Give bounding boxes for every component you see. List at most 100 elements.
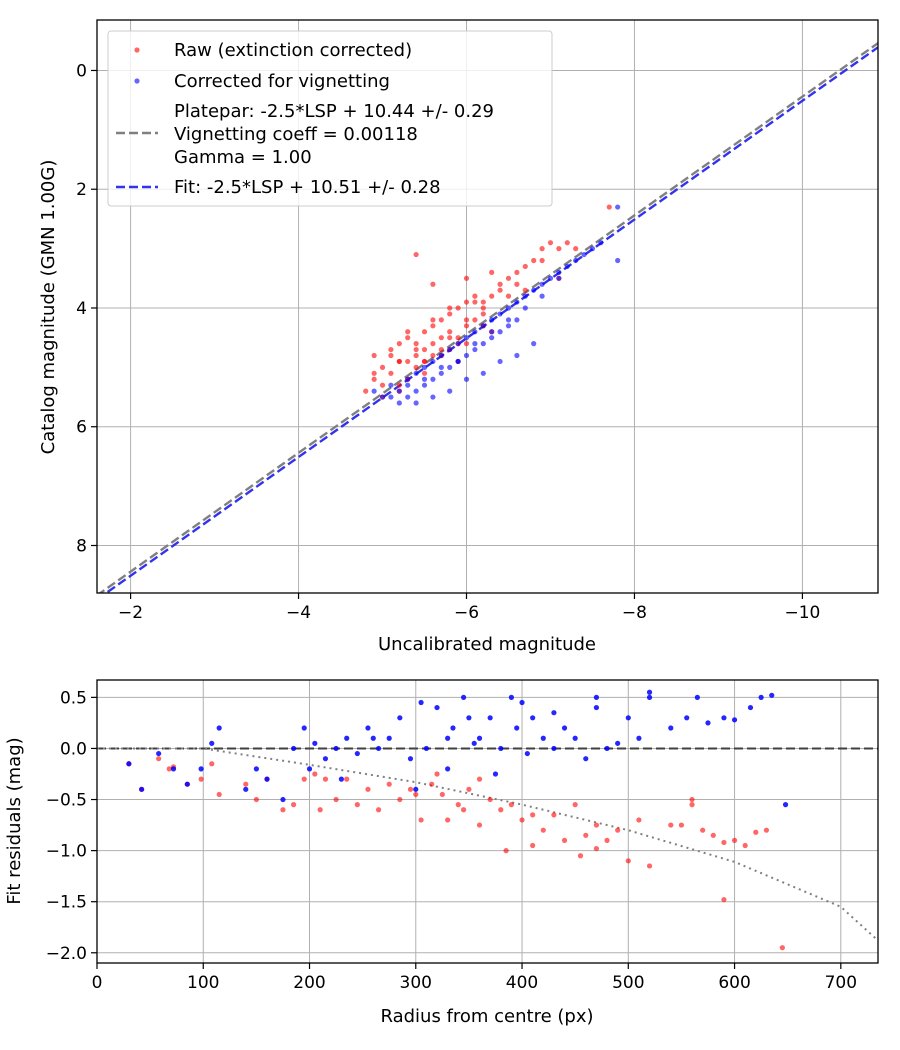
corrected-point	[413, 370, 419, 376]
corrected-point	[615, 257, 621, 264]
raw-residual-point	[604, 837, 610, 844]
corrected-point	[421, 382, 428, 388]
corrected-residual-point	[312, 740, 318, 746]
corrected-residual-point	[466, 715, 472, 721]
raw-residual-point	[466, 786, 472, 792]
raw-point	[556, 246, 562, 252]
raw-residual-point	[763, 827, 770, 833]
corrected-residual-point	[301, 725, 307, 731]
corrected-residual-point	[747, 704, 754, 711]
raw-point	[396, 358, 402, 365]
bottom-x-tick-label: 0	[92, 973, 103, 993]
raw-residual-point	[636, 817, 642, 823]
raw-point	[388, 370, 394, 376]
corrected-residual-point	[126, 761, 132, 767]
corrected-residual-point	[668, 725, 674, 731]
raw-residual-point	[386, 781, 392, 787]
legend-raw-label: Raw (extinction corrected)	[174, 40, 412, 61]
corrected-residual-point	[782, 802, 789, 808]
raw-point	[421, 346, 428, 353]
corrected-residual-point	[615, 740, 621, 746]
top-x-tick-label: −4	[286, 603, 311, 623]
corrected-point	[371, 388, 377, 394]
raw-residual-point	[710, 832, 716, 838]
legend-corrected-label: Corrected for vignetting	[174, 71, 390, 92]
raw-point	[539, 246, 545, 252]
corrected-point	[405, 382, 411, 388]
raw-residual-point	[689, 796, 695, 803]
raw-residual-point	[216, 791, 222, 798]
raw-point	[413, 251, 419, 258]
corrected-residual-point	[434, 704, 440, 711]
raw-point	[388, 346, 394, 353]
raw-residual-point	[476, 776, 483, 782]
raw-residual-point	[668, 822, 674, 828]
top-y-tick-label: 8	[76, 536, 87, 556]
corrected-residual-point	[460, 694, 467, 700]
raw-point	[430, 341, 436, 347]
corrected-point	[480, 370, 486, 376]
top-x-tick-label: −2	[118, 603, 143, 623]
raw-residual-point	[583, 832, 589, 838]
corrected-point	[430, 358, 436, 365]
corrected-residual-point	[524, 750, 530, 757]
corrected-residual-point	[769, 692, 775, 698]
legend-raw-marker	[134, 47, 140, 53]
bottom-x-tick-label: 400	[506, 973, 538, 993]
corrected-residual-point	[636, 735, 642, 741]
raw-point	[472, 299, 478, 305]
top-x-tick-label: −10	[784, 603, 820, 623]
corrected-residual-point	[684, 715, 690, 721]
corrected-point	[539, 281, 545, 287]
corrected-point	[615, 204, 621, 210]
raw-point	[472, 293, 478, 299]
corrected-residual-point	[354, 750, 360, 757]
corrected-residual-point	[156, 750, 162, 757]
corrected-residual-point	[593, 694, 600, 700]
raw-residual-point	[731, 837, 738, 844]
top-fit-lines	[98, 42, 878, 593]
corrected-point	[438, 364, 444, 370]
bottom-x-ticks: 0 100 200 300 400 500 600 700	[92, 963, 857, 993]
bottom-y-tick-label: −1.5	[46, 893, 87, 913]
corrected-residual-point	[646, 694, 653, 700]
corrected-residual-point	[646, 689, 653, 695]
raw-point	[463, 299, 470, 305]
corrected-point	[447, 346, 453, 353]
corrected-residual-point	[365, 725, 371, 731]
raw-point	[539, 257, 545, 264]
raw-point	[547, 240, 554, 246]
corrected-point	[455, 358, 461, 365]
top-y-tick-label: 4	[76, 299, 87, 319]
corrected-residual-point	[705, 720, 711, 726]
legend-fit-label: Fit: -2.5*LSP + 10.51 +/- 0.28	[174, 177, 441, 198]
bottom-y-tick-label: −0.5	[46, 791, 87, 811]
corrected-point	[539, 293, 545, 299]
corrected-point	[388, 394, 394, 400]
corrected-residual-point	[530, 715, 536, 721]
corrected-point	[497, 358, 503, 365]
corrected-residual-point	[487, 715, 493, 721]
corrected-residual-point	[338, 776, 344, 782]
raw-residual-point	[721, 839, 727, 846]
raw-point	[379, 382, 386, 388]
corrected-point	[564, 263, 570, 270]
bottom-plot: 0 100 200 300 400 500 600 700 0.5 0.0 −0.5 −1.0 −1.…	[4, 679, 879, 1027]
corrected-residual-point	[290, 745, 297, 752]
bottom-y-tick-label: 0.0	[60, 739, 87, 759]
raw-residual-point	[551, 812, 557, 818]
corrected-point	[531, 341, 537, 347]
legend-vignetting-label: Vignetting coeff = 0.00118	[174, 124, 418, 145]
raw-point	[522, 263, 528, 270]
corrected-residual-point	[198, 766, 204, 772]
raw-residual-point	[290, 802, 297, 808]
corrected-point	[480, 341, 486, 347]
bottom-x-tick-label: 100	[187, 973, 219, 993]
raw-point	[564, 240, 570, 246]
corrected-point	[455, 341, 461, 347]
raw-point	[396, 382, 402, 388]
raw-point	[497, 281, 503, 287]
raw-residual-point	[280, 807, 286, 813]
corrected-point	[438, 370, 444, 376]
